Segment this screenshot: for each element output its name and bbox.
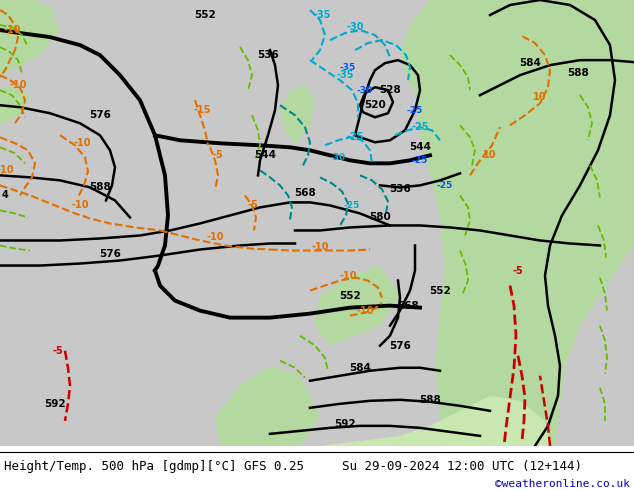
Text: 588: 588 <box>419 395 441 405</box>
Text: 588: 588 <box>89 182 111 193</box>
Polygon shape <box>280 85 315 146</box>
Polygon shape <box>0 85 30 125</box>
Text: -25: -25 <box>346 132 364 142</box>
Text: -5: -5 <box>513 266 524 275</box>
Text: -5: -5 <box>212 150 223 160</box>
Text: -30: -30 <box>357 86 373 95</box>
Text: -15: -15 <box>193 105 210 115</box>
Text: -35: -35 <box>336 70 354 80</box>
Polygon shape <box>315 266 400 346</box>
Text: 10: 10 <box>533 92 547 102</box>
Text: 576: 576 <box>89 110 111 120</box>
Text: 568: 568 <box>397 301 419 311</box>
Polygon shape <box>415 0 634 446</box>
Text: 544: 544 <box>254 150 276 160</box>
Text: -25: -25 <box>411 122 429 132</box>
Text: -25: -25 <box>344 201 360 210</box>
Text: 568: 568 <box>294 188 316 198</box>
Text: 580: 580 <box>369 213 391 222</box>
Text: -5: -5 <box>248 200 259 210</box>
Text: -30: -30 <box>330 153 346 162</box>
Text: -10: -10 <box>0 165 14 175</box>
Text: -25: -25 <box>407 106 423 115</box>
Text: 584: 584 <box>349 363 371 373</box>
Text: -10: -10 <box>3 25 21 35</box>
Text: 584: 584 <box>519 58 541 68</box>
Text: -10: -10 <box>71 200 89 210</box>
Text: -25: -25 <box>412 156 428 165</box>
Text: -5: -5 <box>53 346 63 356</box>
Text: 520: 520 <box>364 100 386 110</box>
Text: Height/Temp. 500 hPa [gdmp][°C] GFS 0.25: Height/Temp. 500 hPa [gdmp][°C] GFS 0.25 <box>4 460 304 473</box>
Text: -10: -10 <box>74 138 91 148</box>
Polygon shape <box>0 0 55 55</box>
Text: 536: 536 <box>389 184 411 195</box>
Text: 552: 552 <box>339 291 361 300</box>
Text: -25: -25 <box>437 181 453 190</box>
Text: 4: 4 <box>2 191 8 200</box>
Text: 592: 592 <box>44 399 66 409</box>
Text: -10: -10 <box>311 243 329 252</box>
Text: -10: -10 <box>339 270 357 281</box>
Polygon shape <box>400 0 510 165</box>
Polygon shape <box>0 5 30 45</box>
Text: -10: -10 <box>356 306 374 316</box>
Polygon shape <box>310 396 550 446</box>
Text: 544: 544 <box>409 142 431 152</box>
Text: -10: -10 <box>10 80 27 90</box>
Polygon shape <box>0 0 60 75</box>
Polygon shape <box>480 185 560 286</box>
Text: 552: 552 <box>429 286 451 295</box>
Text: -35: -35 <box>313 10 331 20</box>
Text: -35: -35 <box>340 63 356 72</box>
Text: ©weatheronline.co.uk: ©weatheronline.co.uk <box>495 479 630 489</box>
Text: 576: 576 <box>389 341 411 351</box>
Text: 592: 592 <box>334 419 356 429</box>
Text: 528: 528 <box>379 85 401 95</box>
Text: 552: 552 <box>194 10 216 20</box>
Text: 10: 10 <box>483 150 497 160</box>
Text: -10: -10 <box>206 232 224 243</box>
Polygon shape <box>215 366 320 446</box>
Text: 588: 588 <box>567 68 589 78</box>
Text: 576: 576 <box>99 248 121 259</box>
Text: -30: -30 <box>346 22 364 32</box>
Text: 536: 536 <box>257 50 279 60</box>
Text: Su 29-09-2024 12:00 UTC (12+144): Su 29-09-2024 12:00 UTC (12+144) <box>342 460 582 473</box>
